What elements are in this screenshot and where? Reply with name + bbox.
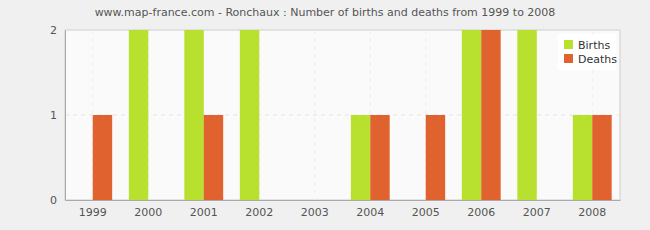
x-tick-label: 2004 xyxy=(356,206,384,219)
bar xyxy=(240,30,259,200)
y-tick-label: 0 xyxy=(50,194,57,207)
x-tick-label: 2008 xyxy=(578,206,606,219)
bar xyxy=(259,200,278,201)
title: www.map-france.com - Ronchaux : Number o… xyxy=(95,6,556,19)
x-tick: 2002 xyxy=(245,200,273,219)
bar xyxy=(426,115,445,200)
bar xyxy=(315,200,334,201)
bar xyxy=(537,200,556,201)
bar xyxy=(573,115,592,200)
bar xyxy=(148,200,167,201)
x-tick-label: 2003 xyxy=(301,206,329,219)
plot: 0 1 2 1999 2000 2001 2002 2003 2004 2005 2006 2007 2… xyxy=(50,24,621,219)
legend-swatch xyxy=(564,54,573,63)
bar xyxy=(370,115,389,200)
bar xyxy=(462,30,481,200)
plot-area xyxy=(65,30,620,200)
legend-label: Births xyxy=(578,39,610,52)
y-tick: 1 xyxy=(50,109,65,122)
x-tick: 2000 xyxy=(134,200,162,219)
legend: BirthsDeaths xyxy=(558,34,617,70)
legend-item: Births xyxy=(564,39,610,52)
bar xyxy=(592,115,611,200)
y-axis-line xyxy=(65,31,66,201)
grid-line-x xyxy=(314,30,315,200)
bar xyxy=(184,30,203,200)
x-tick: 2006 xyxy=(467,200,495,219)
grid xyxy=(65,30,620,200)
bars xyxy=(93,30,612,200)
grid-x xyxy=(93,30,593,200)
x-tick: 2007 xyxy=(523,200,551,219)
bar xyxy=(73,200,92,201)
legend-swatch xyxy=(564,40,573,49)
x-tick-label: 2005 xyxy=(412,206,440,219)
x-tick: 1999 xyxy=(79,200,107,219)
legend-item: Deaths xyxy=(564,53,617,66)
x-tick-label: 1999 xyxy=(79,206,107,219)
y-tick-label: 1 xyxy=(50,109,57,122)
x-tick: 2003 xyxy=(301,200,329,219)
series xyxy=(129,30,592,200)
x-tick: 2005 xyxy=(412,200,440,219)
y-tick-label: 2 xyxy=(50,24,57,37)
bar xyxy=(481,30,500,200)
x-tick-label: 2007 xyxy=(523,206,551,219)
x-tick: 2001 xyxy=(190,200,218,219)
x-tick-label: 2002 xyxy=(245,206,273,219)
y-axis: 0 1 2 xyxy=(50,24,66,207)
x-axis: 1999 2000 2001 2002 2003 2004 2005 2006 2007 2008 xyxy=(66,200,621,219)
x-tick-label: 2006 xyxy=(467,206,495,219)
bar xyxy=(129,30,148,200)
x-tick: 2004 xyxy=(356,200,384,219)
legend-label: Deaths xyxy=(578,53,617,66)
bar xyxy=(406,200,425,201)
bar xyxy=(93,115,112,200)
background xyxy=(0,0,650,230)
bar xyxy=(351,115,370,200)
bar xyxy=(204,115,223,200)
x-tick: 2008 xyxy=(578,200,606,219)
chart: www.map-france.com - Ronchaux : Number o… xyxy=(0,0,650,230)
x-axis-line xyxy=(66,200,621,201)
x-tick-label: 2000 xyxy=(134,206,162,219)
series xyxy=(93,30,612,200)
bar xyxy=(295,200,314,201)
x-tick-label: 2001 xyxy=(190,206,218,219)
bar xyxy=(517,30,536,200)
y-tick: 0 xyxy=(50,194,65,207)
y-tick: 2 xyxy=(50,24,65,37)
